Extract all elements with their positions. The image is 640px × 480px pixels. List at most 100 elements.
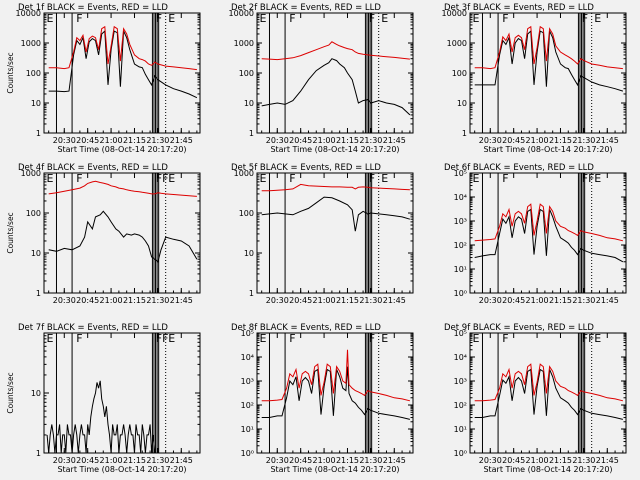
marker-letter: F	[582, 12, 588, 25]
events-series-line	[48, 210, 198, 263]
x-tick-label: 21:15	[336, 136, 359, 145]
marker-letter: F	[76, 172, 82, 185]
marker-letter: E	[260, 332, 267, 345]
x-axis-label: Start Time (08-Oct-14 20:17:20)	[483, 145, 612, 154]
y-tick-label: 1	[462, 129, 467, 138]
y-tick-label: 10	[31, 99, 41, 108]
x-tick-label: 20:30	[266, 136, 289, 145]
x-tick-label: 21:00	[313, 456, 336, 465]
x-tick-label: 21:00	[526, 296, 549, 305]
lld-series-line	[261, 41, 410, 61]
y-tick-label: 10⁵	[454, 329, 467, 338]
lld-series-line	[474, 203, 624, 242]
x-tick-label: 20:45	[76, 136, 99, 145]
marker-letter: F	[369, 172, 375, 185]
marker-letter: E	[47, 172, 54, 185]
plot-frame	[256, 332, 414, 454]
y-tick-label: 10²	[241, 401, 254, 410]
y-tick-label: 10¹	[454, 425, 467, 434]
x-tick-label: 20:30	[479, 296, 502, 305]
plot-frame	[469, 12, 627, 134]
y-tick-label: 10³	[454, 377, 467, 386]
x-tick-label: 21:15	[336, 296, 359, 305]
y-tick-label: 10¹	[241, 425, 254, 434]
x-tick-label: 21:45	[170, 136, 193, 145]
lld-series-line	[474, 25, 623, 70]
events-series-line	[48, 30, 198, 99]
y-tick-label: 10	[31, 249, 41, 258]
x-tick-label: 20:45	[289, 296, 312, 305]
marker-letter: F	[289, 332, 295, 345]
x-tick-label: 20:45	[502, 136, 525, 145]
x-tick-label: 21:30	[146, 456, 169, 465]
y-tick-label: 100	[239, 69, 254, 78]
y-tick-label: 10	[457, 99, 467, 108]
y-tick-label: 10000	[229, 9, 254, 18]
plot-frame	[469, 332, 627, 454]
marker-letter: E	[381, 12, 388, 25]
lld-series-line	[48, 25, 197, 71]
x-tick-label: 21:30	[146, 296, 169, 305]
y-tick-label: 10	[244, 249, 254, 258]
y-tick-label: 1	[249, 289, 254, 298]
marker-letter: E	[381, 332, 388, 345]
marker-letter: E	[47, 332, 54, 345]
x-tick-label: 21:30	[359, 456, 382, 465]
x-tick-label: 21:15	[336, 456, 359, 465]
y-tick-label: 10⁵	[454, 169, 467, 178]
panel-title: Det 7f BLACK = Events, RED = LLD	[18, 323, 168, 333]
marker-letter: E	[594, 332, 601, 345]
panel-title: Det 4f BLACK = Events, RED = LLD	[18, 163, 168, 173]
marker-letter: F	[502, 12, 508, 25]
y-tick-label: 1	[36, 129, 41, 138]
y-tick-label: 10⁴	[454, 193, 467, 202]
y-tick-label: 10⁴	[241, 353, 254, 362]
y-tick-label: 10²	[454, 401, 467, 410]
panel-title: Det 1f BLACK = Events, RED = LLD	[18, 3, 168, 13]
x-tick-label: 21:00	[526, 456, 549, 465]
panel-title: Det 5f BLACK = Events, RED = LLD	[231, 163, 381, 173]
y-tick-label: 10³	[454, 217, 467, 226]
x-tick-label: 21:45	[596, 136, 619, 145]
x-tick-label: 21:45	[170, 456, 193, 465]
y-tick-label: 10⁰	[454, 449, 467, 458]
events-series-line	[46, 380, 156, 454]
marker-letter: FF	[582, 332, 595, 345]
plot-frame	[469, 172, 627, 294]
marker-letter: F	[289, 172, 295, 185]
marker-letter: E	[260, 12, 267, 25]
marker-letter: FF	[156, 332, 169, 345]
x-tick-label: 21:00	[313, 296, 336, 305]
marker-letter: F	[76, 332, 82, 345]
y-tick-label: 10⁰	[241, 449, 254, 458]
events-series-line	[474, 30, 624, 92]
y-tick-label: 1000	[21, 39, 41, 48]
lld-series-line	[474, 363, 624, 402]
x-tick-label: 21:15	[123, 456, 146, 465]
events-series-line	[474, 368, 624, 420]
y-tick-label: 10²	[454, 241, 467, 250]
x-tick-label: 20:45	[502, 456, 525, 465]
x-tick-label: 21:45	[383, 296, 406, 305]
x-tick-label: 20:30	[266, 456, 289, 465]
x-tick-label: 20:45	[502, 296, 525, 305]
y-tick-label: 10⁵	[241, 329, 254, 338]
x-tick-label: 21:00	[100, 296, 123, 305]
lld-series-line	[261, 183, 410, 192]
y-tick-label: 10³	[241, 377, 254, 386]
y-axis-label: Counts/sec	[6, 212, 15, 253]
lld-series-line	[261, 349, 411, 402]
x-axis-label: Start Time (08-Oct-14 20:17:20)	[270, 465, 399, 474]
x-tick-label: 21:45	[383, 456, 406, 465]
y-tick-label: 10	[31, 389, 41, 398]
marker-letter: F	[502, 172, 508, 185]
y-tick-label: 1000	[447, 39, 467, 48]
y-tick-label: 10000	[16, 9, 41, 18]
x-tick-label: 21:30	[572, 296, 595, 305]
y-tick-label: 1	[36, 289, 41, 298]
panel-title: Det 9f BLACK = Events, RED = LLD	[444, 323, 594, 333]
